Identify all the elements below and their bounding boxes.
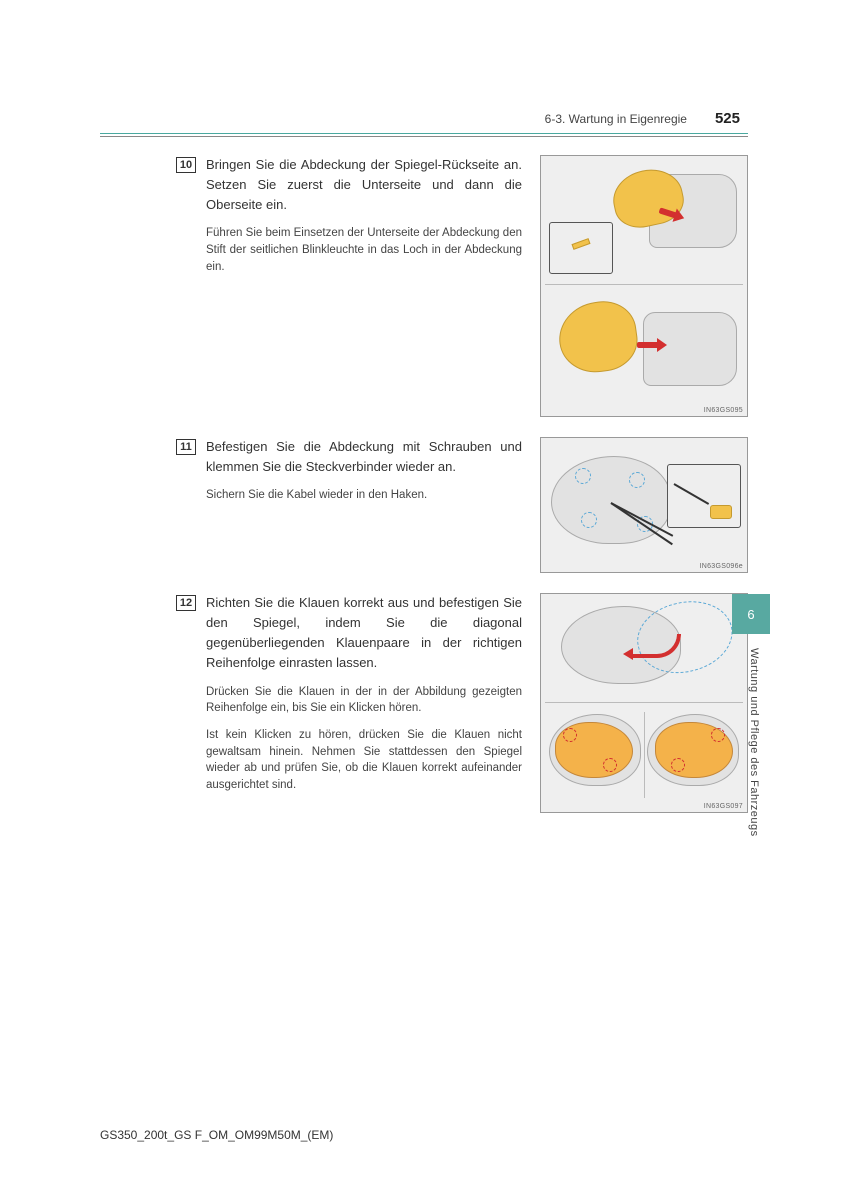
figure-label: IN63GS097 (704, 803, 743, 810)
step-figure-col: IN63GS096e (540, 437, 748, 573)
chapter-number: 6 (747, 607, 754, 622)
figure-label: IN63GS095 (704, 407, 743, 414)
step-number-col: 10 (170, 155, 196, 173)
step-main-text: Bringen Sie die Abdeckung der Spiegel-Rü… (206, 155, 522, 215)
red-arrow-icon (637, 342, 659, 348)
rule-mid (100, 136, 748, 137)
connector-icon (710, 505, 732, 519)
yellow-cover-icon (555, 297, 642, 377)
page-header: 6-3. Wartung in Eigenregie 525 (100, 110, 748, 127)
step-number-col: 12 (170, 593, 196, 611)
step-sub-text: Drücken Sie die Klauen in der in der Abb… (206, 684, 522, 717)
step-text: Befestigen Sie die Abdeckung mit Schraub… (206, 437, 530, 504)
rule-top (100, 133, 748, 134)
screw-hole-icon (575, 468, 591, 484)
screw-hole-icon (581, 512, 597, 528)
claw-point-icon (671, 758, 685, 772)
step-number-badge: 11 (176, 439, 196, 455)
step-11: 11 Befestigen Sie die Abdeckung mit Schr… (100, 437, 748, 573)
figure-step-10: IN63GS095 (540, 155, 748, 417)
step-figure-col: IN63GS095 (540, 155, 748, 417)
figure-divider (545, 284, 743, 285)
wire-icon (674, 483, 710, 505)
claw-point-icon (711, 728, 725, 742)
step-10: 10 Bringen Sie die Abdeckung der Spiegel… (100, 155, 748, 417)
step-text: Bringen Sie die Abdeckung der Spiegel-Rü… (206, 155, 530, 275)
figure-label: IN63GS096e (700, 563, 743, 570)
screw-hole-icon (629, 472, 645, 488)
claw-point-icon (603, 758, 617, 772)
inset-detail-icon (549, 222, 613, 274)
step-main-text: Richten Sie die Klauen korrekt aus und b… (206, 593, 522, 674)
inset-detail-icon (667, 464, 741, 528)
breadcrumb: 6-3. Wartung in Eigenregie (545, 112, 687, 126)
figure-divider (545, 702, 743, 703)
footer-doc-id: GS350_200t_GS F_OM_OM99M50M_(EM) (100, 1128, 333, 1142)
step-sub-text: Führen Sie beim Einsetzen der Unterseite… (206, 225, 522, 275)
step-number-badge: 12 (176, 595, 196, 611)
figure-vdivider (644, 712, 645, 798)
figure-step-12: IN63GS097 (540, 593, 748, 813)
chapter-tab: 6 (732, 594, 770, 634)
step-12: 12 Richten Sie die Klauen korrekt aus un… (100, 593, 748, 813)
claw-point-icon (563, 728, 577, 742)
page-number: 525 (715, 110, 740, 127)
chapter-side-title: Wartung und Pflege des Fahrzeugs (748, 648, 760, 837)
step-main-text: Befestigen Sie die Abdeckung mit Schraub… (206, 437, 522, 477)
step-sub-text-2: Ist kein Klicken zu hören, drücken Sie d… (206, 727, 522, 794)
step-sub-text: Sichern Sie die Kabel wieder in den Hake… (206, 487, 522, 504)
pin-icon (572, 238, 591, 250)
step-figure-col: IN63GS097 (540, 593, 748, 813)
step-number-col: 11 (170, 437, 196, 455)
figure-step-11: IN63GS096e (540, 437, 748, 573)
step-number-badge: 10 (176, 157, 196, 173)
page-root: 6-3. Wartung in Eigenregie 525 10 Bringe… (0, 0, 848, 893)
step-text: Richten Sie die Klauen korrekt aus und b… (206, 593, 530, 794)
